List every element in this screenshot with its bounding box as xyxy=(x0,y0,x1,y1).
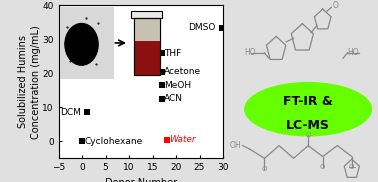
Text: THF: THF xyxy=(164,49,181,58)
Text: O: O xyxy=(320,164,325,170)
Y-axis label: Solubilized Humins
Concentration (mg/mL): Solubilized Humins Concentration (mg/mL) xyxy=(19,25,41,139)
Text: DCM: DCM xyxy=(60,108,81,117)
Text: Cyclohexane: Cyclohexane xyxy=(84,137,143,146)
Text: ACN: ACN xyxy=(164,94,183,103)
Text: HO: HO xyxy=(244,48,256,57)
Text: O: O xyxy=(262,166,267,172)
Text: O: O xyxy=(333,1,339,10)
Text: LC-MS: LC-MS xyxy=(286,119,330,132)
Text: Acetone: Acetone xyxy=(164,67,201,76)
Text: O: O xyxy=(305,132,311,138)
Ellipse shape xyxy=(244,82,372,136)
Text: MeOH: MeOH xyxy=(164,81,191,90)
Text: O: O xyxy=(349,164,355,170)
X-axis label: Donor Number: Donor Number xyxy=(105,178,177,182)
Text: HO: HO xyxy=(347,48,359,57)
Text: FT-IR &: FT-IR & xyxy=(283,95,333,108)
Text: Water: Water xyxy=(169,135,196,144)
Text: DMSO: DMSO xyxy=(188,23,215,32)
Text: OH: OH xyxy=(229,141,241,150)
